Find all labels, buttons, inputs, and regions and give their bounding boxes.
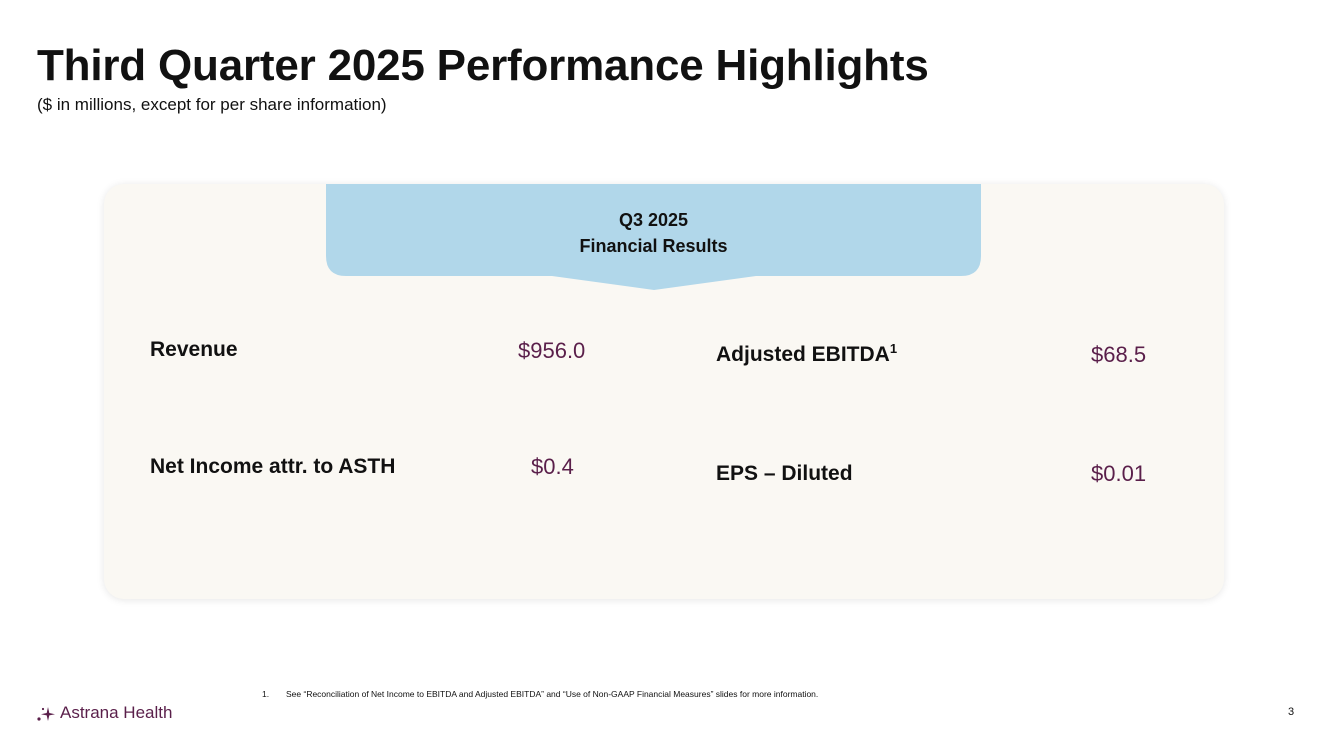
slide-subtitle: ($ in millions, except for per share inf…: [37, 95, 387, 114]
page-number: 3: [1288, 706, 1295, 718]
footnote: 1. See “Reconciliation of Net Income to E…: [262, 689, 818, 699]
net-income-label: Net Income attr. to ASTH: [150, 455, 396, 478]
revenue-value: $956.0: [518, 338, 586, 363]
logo-text: Astrana Health: [60, 703, 173, 722]
eps-diluted-label: EPS – Diluted: [716, 462, 853, 485]
slide-title: Third Quarter 2025 Performance Highlight…: [37, 41, 929, 90]
footnote-number: 1.: [262, 689, 270, 699]
eps-diluted-value: $0.01: [1091, 461, 1147, 486]
footnote-text: See “Reconciliation of Net Income to EBI…: [286, 689, 819, 699]
astrana-health-logo: Astrana Health: [36, 702, 172, 724]
adjusted-ebitda-label-text: Adjusted EBITDA: [716, 343, 890, 366]
banner-line-results: Financial Results: [579, 236, 728, 256]
banner-heading: Q3 2025 Financial Results: [326, 207, 981, 259]
astrana-sparkle-icon: [37, 707, 55, 721]
net-income-value: $0.4: [531, 454, 574, 479]
banner-shape: [326, 184, 981, 290]
footnote-marker: 1: [889, 341, 898, 356]
revenue-label: Revenue: [150, 338, 238, 361]
adjusted-ebitda-value: $68.5: [1091, 342, 1147, 367]
adjusted-ebitda-label: Adjusted EBITDA1: [716, 342, 897, 368]
banner-line-quarter: Q3 2025: [618, 210, 689, 230]
